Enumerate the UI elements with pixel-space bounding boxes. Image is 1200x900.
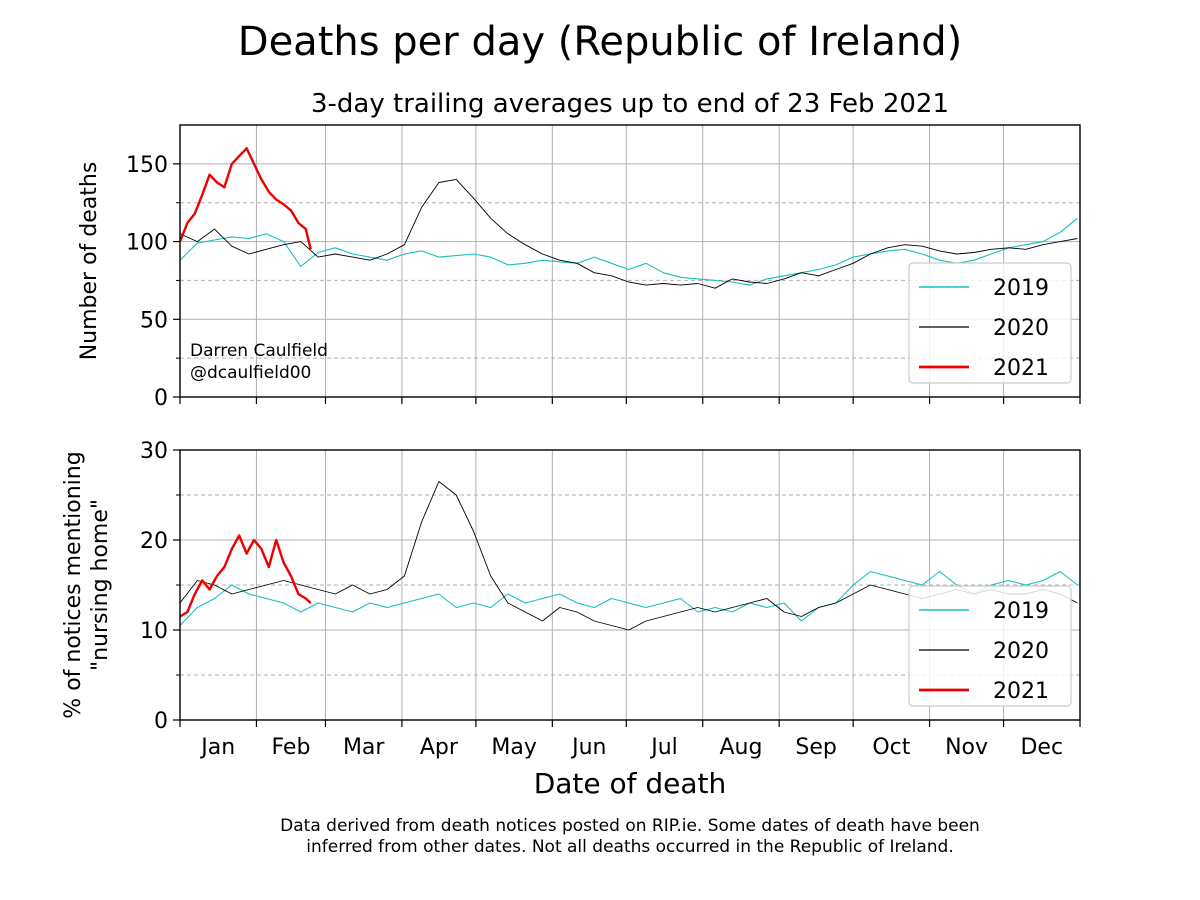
credit-name: Darren Caulfield [190,341,328,361]
series-line-2021 [180,534,312,618]
y-tick-label: 30 [140,439,168,464]
chart-title: Deaths per day (Republic of Ireland) [238,19,962,65]
x-tick-label: Jul [649,735,678,760]
legend-label-2021: 2021 [993,679,1049,704]
footnote-line: Data derived from death notices posted o… [280,816,980,836]
chart-subtitle: 3-day trailing averages up to end of 23 … [311,89,949,119]
y-tick-label: 0 [154,709,168,734]
y-axis-label: % of notices mentioning [61,451,86,718]
panel-nursing-home: 0 10 20 30 Jan Feb Mar Apr May Jun Jul Aug Sep Oct Nov… [61,439,1081,760]
y-axis-label: Number of deaths [77,162,102,361]
y-tick-label: 20 [140,529,168,554]
y-tick-label: 100 [126,231,168,256]
x-tick-label: Sep [795,735,836,760]
panel-deaths: 0 50 100 150 Number of deaths 2019 2020 2021 Dar… [77,124,1081,411]
legend-box [908,585,1072,707]
legend-label-2020: 2020 [993,639,1049,664]
y-tick-label: 10 [140,619,168,644]
x-tick-label: Jan [199,735,235,760]
x-tick-label: May [491,735,536,760]
x-tick-label: Jun [570,735,606,760]
x-tick-label: Oct [872,735,910,760]
series-line-2020 [180,178,1078,289]
x-tick-label: Apr [420,735,459,760]
x-tick-label: Mar [343,735,385,760]
legend-label-2020: 2020 [993,316,1049,341]
legend-label-2019: 2019 [993,276,1049,301]
y-tick-label: 50 [140,308,168,333]
y-tick-label: 150 [126,153,168,178]
plot-frame [179,124,1081,398]
footnote-line: inferred from other dates. Not all death… [306,837,953,857]
series-line-2019 [180,570,1078,626]
legend-label-2021: 2021 [993,356,1049,381]
x-tick-label: Nov [945,735,988,760]
series-line-2021 [180,147,312,250]
series-line-2019 [180,217,1078,286]
legend-label-2019: 2019 [993,599,1049,624]
y-axis-label: "nursing home" [88,499,113,671]
x-tick-label: Feb [271,735,310,760]
credit-handle: @dcaulfield00 [190,363,311,383]
legend-box [908,262,1072,384]
x-tick-label: Aug [719,735,762,760]
x-axis-label: Date of death [534,767,727,800]
y-tick-label: 0 [154,386,168,411]
footnote: Data derived from death notices posted o… [280,816,980,857]
x-tick-label: Dec [1020,735,1063,760]
